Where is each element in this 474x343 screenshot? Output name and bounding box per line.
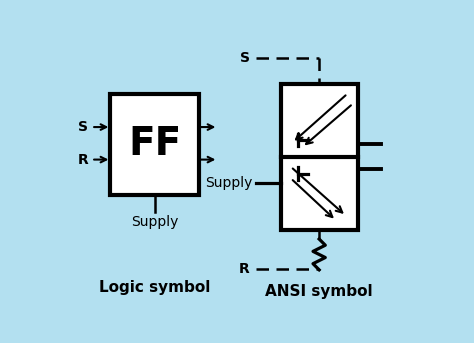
Text: R: R — [77, 153, 88, 167]
Text: Logic symbol: Logic symbol — [99, 280, 210, 295]
Bar — [110, 94, 199, 195]
Text: Supply: Supply — [206, 176, 253, 190]
Text: R: R — [239, 262, 250, 276]
Text: S: S — [78, 120, 88, 134]
Text: FF: FF — [128, 125, 182, 163]
Text: ANSI symbol: ANSI symbol — [265, 284, 373, 299]
Bar — [281, 83, 358, 230]
Text: S: S — [240, 51, 250, 65]
Text: Supply: Supply — [131, 215, 178, 229]
